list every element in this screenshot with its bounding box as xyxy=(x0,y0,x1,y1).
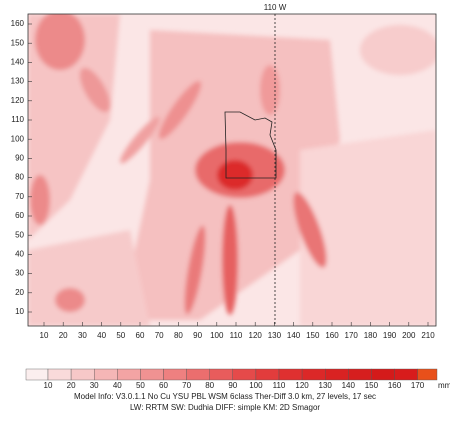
colorbar-unit: mm xyxy=(438,381,450,390)
y-tick-label: 110 xyxy=(11,115,24,124)
meridian-label: 110 W xyxy=(264,3,287,12)
colorbar-swatch xyxy=(348,368,372,381)
colorbar-label: 100 xyxy=(249,381,263,390)
x-tick-label: 20 xyxy=(59,331,68,340)
plot-frame xyxy=(27,13,437,327)
colorbar-label: 160 xyxy=(388,381,402,390)
y-tick-label: 120 xyxy=(11,96,25,105)
colorbar-label: 30 xyxy=(90,381,99,390)
colorbar-label: 170 xyxy=(411,381,425,390)
x-tick-label: 10 xyxy=(40,331,49,340)
y-tick-label: 60 xyxy=(15,211,24,220)
model-info: Model Info: V3.0.1.1 No Cu YSU PBL WSM 6… xyxy=(74,392,376,412)
info-line: LW: RRTM SW: Dudhia DIFF: simple KM: 2D … xyxy=(130,403,320,412)
x-tick-label: 170 xyxy=(345,331,359,340)
x-tick-label: 200 xyxy=(402,331,416,340)
colorbar-label: 50 xyxy=(136,381,145,390)
x-tick-label: 160 xyxy=(325,331,339,340)
y-tick-label: 10 xyxy=(15,307,24,316)
colorbar-swatch xyxy=(93,368,118,381)
y-tick-label: 70 xyxy=(15,192,24,201)
x-tick-label: 130 xyxy=(268,331,282,340)
colorbar-label: 120 xyxy=(295,381,309,390)
colorbar-label: 60 xyxy=(159,381,168,390)
y-tick-label: 140 xyxy=(11,58,25,67)
x-tick-label: 90 xyxy=(193,331,202,340)
y-tick-label: 30 xyxy=(15,269,24,278)
x-tick-label: 180 xyxy=(364,331,378,340)
colorbar-swatch xyxy=(417,368,438,381)
colorbar-swatch xyxy=(25,368,49,381)
colorbar-label: 130 xyxy=(319,381,333,390)
colorbar-swatch xyxy=(70,368,95,381)
y-tick-label: 160 xyxy=(11,19,25,28)
precip-field xyxy=(28,14,436,326)
colorbar-label: 110 xyxy=(273,381,286,390)
colorbar-label: 10 xyxy=(44,381,53,390)
colorbar-swatch xyxy=(301,368,326,381)
x-tick-label: 50 xyxy=(116,331,125,340)
colorbar-label: 40 xyxy=(113,381,122,390)
colorbar-swatch xyxy=(140,368,164,381)
colorbar-label: 20 xyxy=(67,381,76,390)
colorbar-swatch xyxy=(325,368,349,381)
x-tick-label: 30 xyxy=(78,331,87,340)
y-tick-label: 50 xyxy=(15,230,24,239)
colorbar-swatch xyxy=(255,368,280,381)
x-tick-label: 100 xyxy=(210,331,224,340)
y-tick-label: 20 xyxy=(15,288,24,297)
y-tick-label: 150 xyxy=(11,38,25,47)
info-line: Model Info: V3.0.1.1 No Cu YSU PBL WSM 6… xyxy=(74,392,376,401)
colorbar-label: 70 xyxy=(182,381,191,390)
x-tick-label: 60 xyxy=(136,331,145,340)
x-tick-label: 40 xyxy=(97,331,106,340)
x-tick-label: 70 xyxy=(155,331,164,340)
x-tick-label: 110 xyxy=(230,331,243,340)
colorbar-swatch xyxy=(371,368,395,381)
colorbar-swatch xyxy=(163,368,187,381)
colorbar-swatch xyxy=(232,368,257,381)
colorbar-swatch xyxy=(186,368,210,381)
y-tick-label: 90 xyxy=(15,154,24,163)
colorbar-label: 90 xyxy=(228,381,237,390)
y-tick-label: 100 xyxy=(11,134,25,143)
y-tick-label: 130 xyxy=(11,77,25,86)
x-tick-label: 120 xyxy=(249,331,263,340)
colorbar-swatch xyxy=(209,368,233,381)
y-tick-label: 80 xyxy=(15,173,24,182)
colorbar: 10 20 30 40 50 60 70 80 90 100 110 120 130 140 150 160 1… xyxy=(25,368,450,390)
x-tick-label: 210 xyxy=(421,331,435,340)
colorbar-swatch xyxy=(394,368,418,381)
colorbar-label: 80 xyxy=(205,381,214,390)
colorbar-swatch xyxy=(47,368,72,381)
x-tick-label: 190 xyxy=(383,331,397,340)
colorbar-label: 140 xyxy=(342,381,356,390)
x-tick-label: 140 xyxy=(287,331,301,340)
colorbar-label: 150 xyxy=(365,381,379,390)
colorbar-swatch xyxy=(278,368,303,381)
y-tick-label: 40 xyxy=(15,250,24,259)
colorbar-swatch xyxy=(117,368,141,381)
axes: 10 20 30 40 50 60 70 80 90 100 110 120 130 140 150 160 1… xyxy=(11,19,436,340)
x-tick-label: 150 xyxy=(306,331,320,340)
x-tick-label: 80 xyxy=(174,331,183,340)
